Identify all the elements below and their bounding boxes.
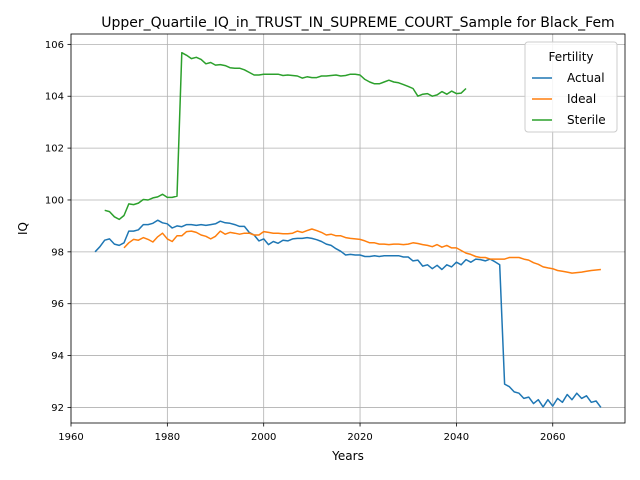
legend-box	[524, 41, 618, 133]
y-axis: 92 94 96 98 100 102 104 106	[45, 40, 71, 414]
series-line-ideal	[123, 228, 601, 274]
series-line-actual	[94, 219, 602, 408]
x-axis-label: Years	[331, 449, 364, 463]
y-tick-label: 104	[45, 92, 64, 103]
x-tick-label: 1980	[155, 432, 180, 443]
x-tick-label: 2000	[251, 432, 276, 443]
x-tick-label: 2020	[347, 432, 372, 443]
chart-title: Upper_Quartile_IQ_in_TRUST_IN_SUPREME_CO…	[101, 15, 614, 31]
legend-title: Fertility	[548, 50, 593, 64]
y-tick-label: 100	[45, 195, 64, 206]
legend-label-actual: Actual	[567, 71, 605, 85]
x-axis: 1960 1980 2000 2020 2040 2060	[58, 423, 565, 443]
y-tick-label: 96	[51, 299, 64, 310]
y-axis-label: IQ	[16, 222, 30, 235]
x-tick-label: 1960	[58, 432, 83, 443]
y-tick-label: 98	[51, 247, 64, 258]
y-tick-label: 102	[45, 144, 64, 155]
y-tick-label: 94	[51, 351, 64, 362]
y-tick-label: 106	[45, 40, 64, 51]
legend: Fertility Actual Ideal Sterile	[524, 41, 618, 133]
x-tick-label: 2060	[540, 432, 565, 443]
y-tick-label: 92	[51, 403, 64, 414]
legend-label-ideal: Ideal	[567, 92, 596, 106]
legend-label-sterile: Sterile	[567, 113, 606, 127]
series-line-sterile	[104, 51, 467, 221]
plot-frame	[70, 33, 626, 424]
series-layer	[94, 51, 602, 408]
x-tick-label: 2040	[444, 432, 469, 443]
